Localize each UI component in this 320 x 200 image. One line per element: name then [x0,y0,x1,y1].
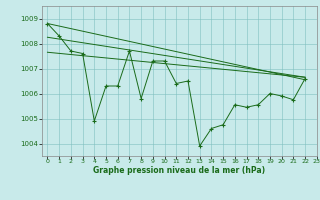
X-axis label: Graphe pression niveau de la mer (hPa): Graphe pression niveau de la mer (hPa) [93,166,265,175]
